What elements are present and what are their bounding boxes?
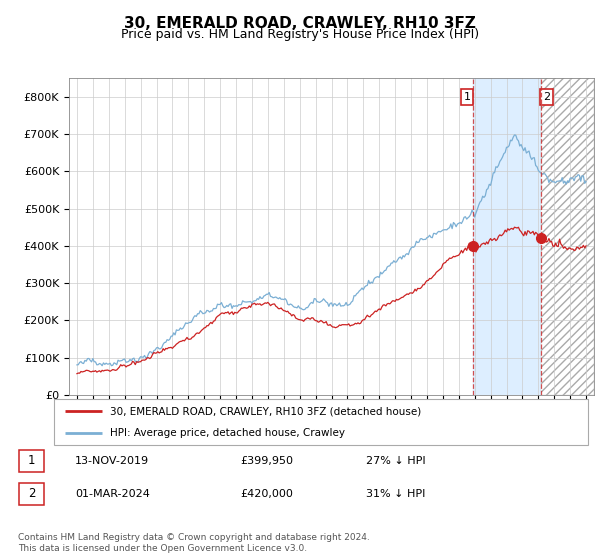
Bar <box>541 78 594 395</box>
Text: 13-NOV-2019: 13-NOV-2019 <box>75 456 149 466</box>
Text: 01-MAR-2024: 01-MAR-2024 <box>75 489 150 499</box>
Text: 2: 2 <box>28 487 35 501</box>
Text: 30, EMERALD ROAD, CRAWLEY, RH10 3FZ (detached house): 30, EMERALD ROAD, CRAWLEY, RH10 3FZ (det… <box>110 406 421 416</box>
Text: Price paid vs. HM Land Registry's House Price Index (HPI): Price paid vs. HM Land Registry's House … <box>121 28 479 41</box>
Text: 30, EMERALD ROAD, CRAWLEY, RH10 3FZ: 30, EMERALD ROAD, CRAWLEY, RH10 3FZ <box>124 16 476 31</box>
Text: 1: 1 <box>464 92 470 102</box>
Bar <box>19 450 44 472</box>
Text: 31% ↓ HPI: 31% ↓ HPI <box>366 489 425 499</box>
Bar <box>541 78 594 395</box>
Bar <box>473 78 541 395</box>
Text: 2: 2 <box>543 92 550 102</box>
Text: 1: 1 <box>28 454 35 468</box>
Text: Contains HM Land Registry data © Crown copyright and database right 2024.
This d: Contains HM Land Registry data © Crown c… <box>18 533 370 553</box>
Text: £399,950: £399,950 <box>240 456 293 466</box>
Text: HPI: Average price, detached house, Crawley: HPI: Average price, detached house, Craw… <box>110 428 345 438</box>
Text: £420,000: £420,000 <box>240 489 293 499</box>
Text: 27% ↓ HPI: 27% ↓ HPI <box>366 456 425 466</box>
Bar <box>19 483 44 505</box>
